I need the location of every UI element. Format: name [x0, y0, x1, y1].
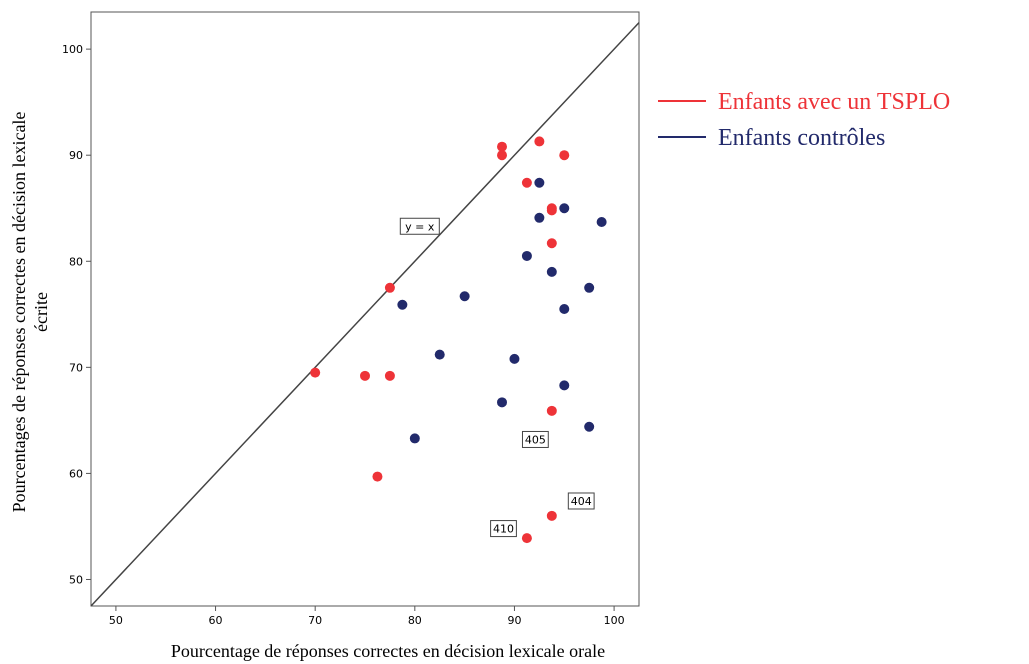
tsplo-point — [546, 205, 557, 216]
tsplo-point — [310, 367, 321, 378]
point-annotation-label: 404 — [571, 495, 592, 508]
control-point — [434, 349, 445, 360]
tsplo-point — [546, 405, 557, 416]
point-annotation-box — [567, 492, 595, 510]
legend-label: Enfants contrôles — [718, 125, 885, 151]
tsplo-point — [559, 150, 570, 161]
y-tick-label: 50 — [69, 573, 83, 586]
point-annotation-box — [521, 430, 549, 448]
control-point — [559, 203, 570, 214]
points-group — [310, 136, 607, 544]
reference-line-box — [399, 217, 440, 235]
y-tick-label: 70 — [69, 361, 83, 374]
reference-line-label: y = x — [405, 220, 435, 233]
x-tick-label: 70 — [308, 614, 322, 627]
control-point — [497, 397, 507, 408]
control-point — [559, 380, 570, 391]
control-point — [397, 299, 408, 310]
reference-line-group — [90, 22, 640, 607]
tsplo-point — [546, 510, 557, 521]
tsplo-point — [534, 136, 545, 147]
x-tick-label: 100 — [604, 614, 625, 627]
x-tick-label: 80 — [408, 614, 422, 627]
control-point — [534, 177, 545, 188]
annotations-group: y = x 405 404 410 — [399, 217, 595, 538]
y-tick-label: 80 — [69, 255, 83, 268]
tsplo-point — [360, 370, 370, 381]
x-tick-label: 90 — [507, 614, 521, 627]
tsplo-point — [521, 533, 532, 544]
y-tick-label: 60 — [69, 467, 83, 480]
control-point — [584, 421, 595, 432]
legend: Enfants avec un TSPLO Enfants contrôles — [658, 89, 950, 151]
x-axis-title: Pourcentage de réponses correctes en déc… — [171, 641, 605, 661]
control-point — [596, 217, 607, 228]
legend-label: Enfants avec un TSPLO — [718, 89, 950, 115]
point-annotation-label: 410 — [493, 523, 514, 536]
x-tick-label: 50 — [109, 614, 123, 627]
tsplo-point — [384, 282, 395, 293]
control-point — [559, 304, 570, 314]
tsplo-point — [521, 177, 532, 188]
control-point — [546, 266, 557, 277]
tsplo-point — [546, 238, 557, 249]
tsplo-point — [372, 471, 383, 482]
control-point — [584, 282, 595, 293]
y-axis-title-line-2: écrite — [31, 292, 51, 332]
axes-group: 50 60 70 80 90 100 50 60 70 80 90 100 — [62, 43, 625, 627]
y-tick-label: 90 — [69, 149, 83, 162]
y-tick-label: 100 — [62, 43, 83, 56]
control-point — [509, 353, 520, 364]
plot-frame — [90, 11, 640, 607]
x-tick-label: 60 — [209, 614, 223, 627]
reference-line — [90, 22, 640, 607]
control-point — [459, 291, 470, 302]
tsplo-point — [497, 141, 507, 152]
tsplo-point — [497, 150, 507, 161]
control-point — [409, 433, 420, 444]
control-point — [534, 212, 545, 223]
point-annotation-label: 405 — [525, 433, 546, 446]
control-point — [521, 250, 532, 261]
point-annotation-box — [490, 520, 517, 538]
tsplo-point — [384, 370, 395, 381]
y-axis-title-line-1: Pourcentages de réponses correctes en dé… — [9, 112, 29, 513]
